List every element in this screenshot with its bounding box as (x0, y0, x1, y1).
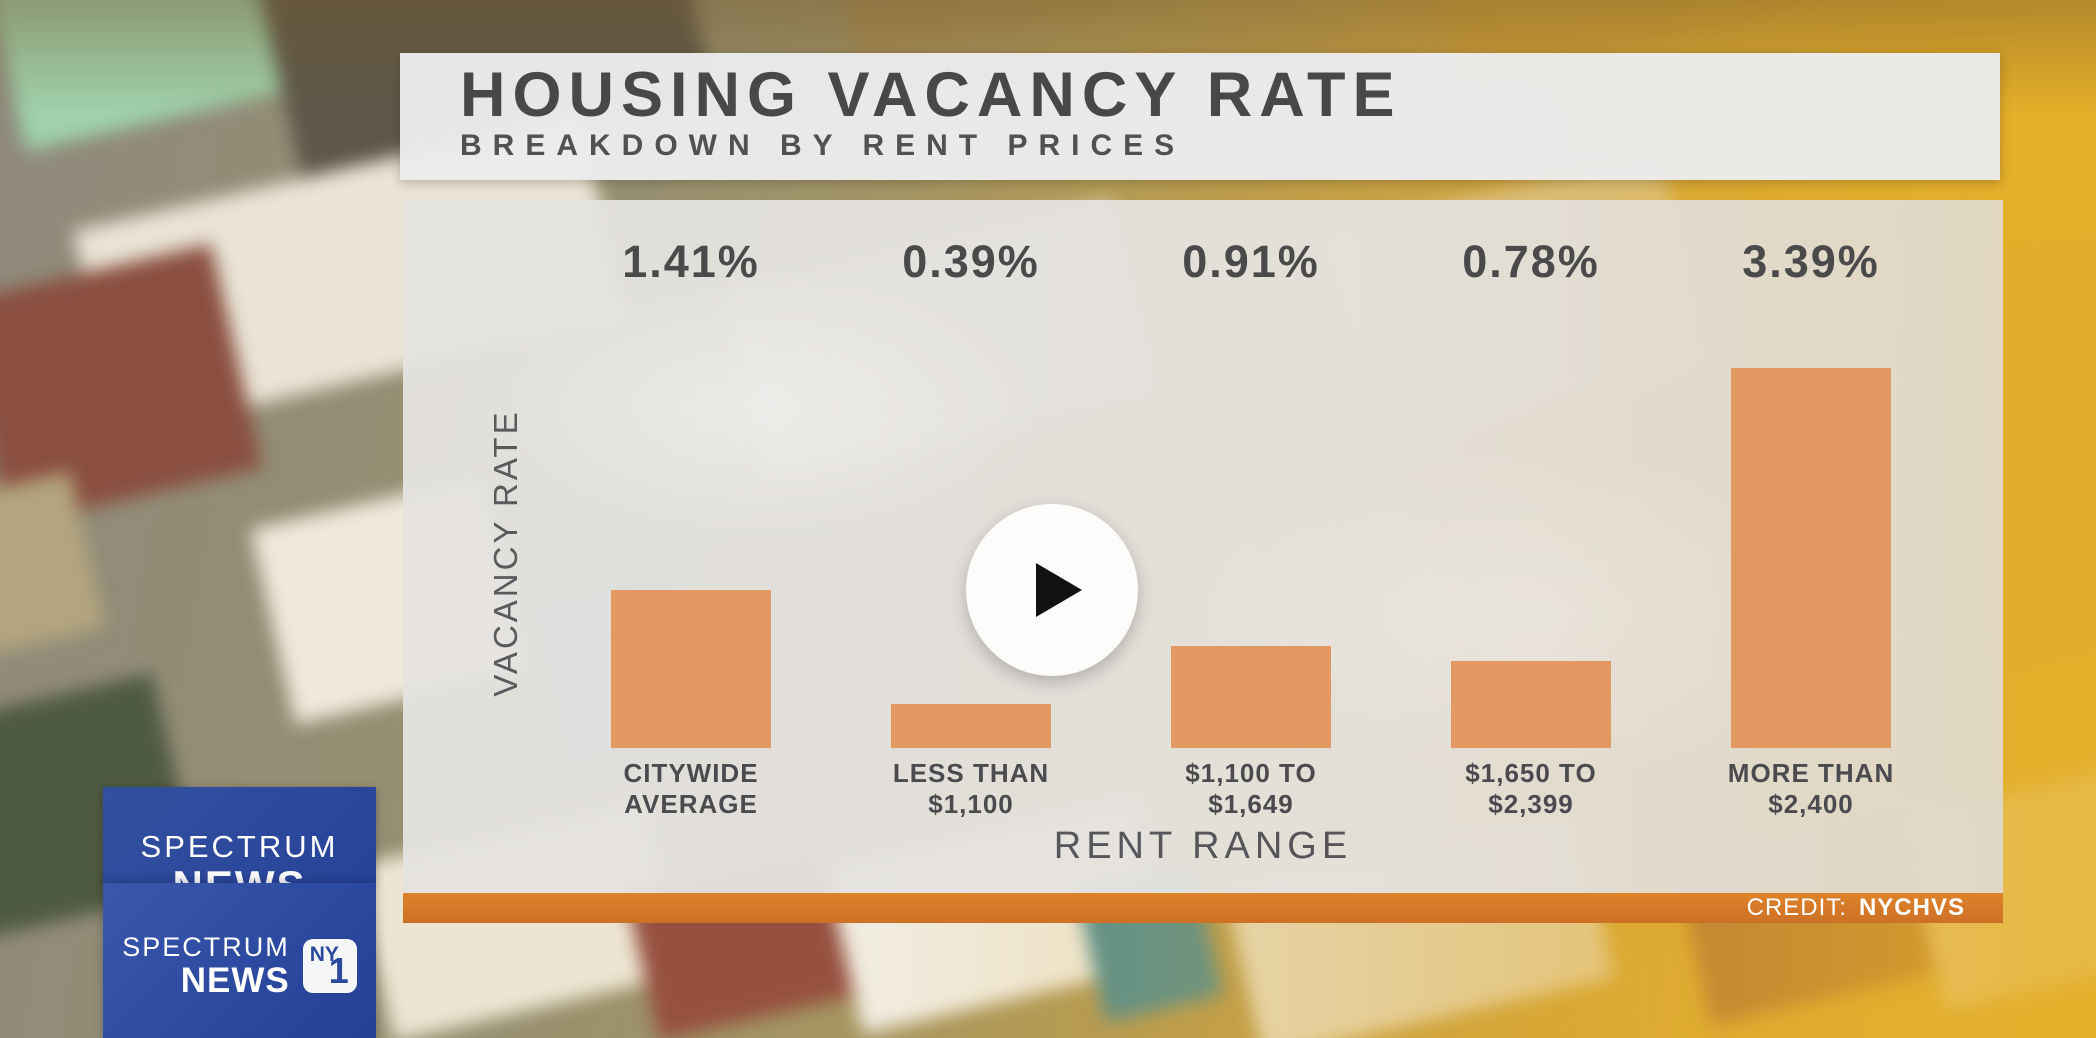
play-icon (1036, 563, 1082, 617)
bar-less-than-1100 (891, 704, 1051, 748)
watermark-brand-text: SPECTRUM (122, 931, 290, 962)
ny1-logo-ny: NY (309, 943, 339, 966)
category-label-line: $2,400 (1768, 789, 1854, 819)
watermark-brand-text: NEWS (180, 960, 290, 1000)
category-label-line: $1,100 TO (1185, 758, 1317, 788)
category-label: LESS THAN $1,100 (821, 758, 1121, 820)
ny1-logo: NY 1 (302, 939, 357, 993)
bar-more-than-2400 (1731, 368, 1891, 748)
category-label-line: LESS THAN (892, 758, 1050, 788)
spectrum-news-watermark-upper: SPECTRUM NEWS (103, 787, 376, 883)
bar-chart-panel: VACANCY RATE 1.41% 0.39% 0.91% 0.78% 3.3… (403, 200, 2003, 893)
category-label-line: $1,650 TO (1465, 758, 1597, 788)
spectrum-news-ny1-watermark: SPECTRUM NEWS NY 1 (103, 883, 376, 1038)
category-label-line: $1,100 (928, 789, 1014, 819)
bar-1100-to-1649 (1171, 646, 1331, 748)
category-label-line: AVERAGE (624, 789, 758, 819)
category-label: $1,650 TO $2,399 (1381, 758, 1681, 820)
category-label: MORE THAN $2,400 (1661, 758, 1961, 820)
bar-value-label: 0.78% (1462, 236, 1600, 287)
category-label-line: MORE THAN (1727, 758, 1895, 788)
category-label: CITYWIDE AVERAGE (541, 758, 841, 820)
x-axis-label: RENT RANGE (1053, 825, 1353, 867)
bar-value-label: 0.91% (1182, 236, 1320, 287)
category-label-line: $2,399 (1488, 789, 1574, 819)
category-label-line: CITYWIDE (623, 758, 759, 788)
bar-value-label: 3.39% (1742, 236, 1880, 287)
credit-label: CREDIT: (1746, 894, 1847, 921)
credit-source: NYCHVS (1858, 894, 1965, 921)
bar-value-label: 1.41% (622, 236, 760, 287)
bar-value-label: 0.39% (902, 236, 1040, 287)
chart-title: HOUSING VACANCY RATE (460, 60, 1402, 130)
y-axis-label: VACANCY RATE (487, 409, 524, 697)
watermark-brand-text: SPECTRUM (140, 829, 339, 864)
play-button[interactable] (966, 504, 1138, 676)
category-label: $1,100 TO $1,649 (1101, 758, 1401, 820)
category-label-line: $1,649 (1208, 789, 1294, 819)
bar-citywide-average (611, 590, 771, 748)
watermark-brand-text: NEWS (103, 862, 376, 883)
ny1-logo-one: 1 (328, 950, 349, 991)
chart-title-banner: HOUSING VACANCY RATE BREAKDOWN BY RENT P… (400, 53, 2000, 180)
credit-bar: CREDIT: NYCHVS (403, 893, 2003, 923)
bar-1650-to-2399 (1451, 661, 1611, 748)
chart-subtitle: BREAKDOWN BY RENT PRICES (460, 129, 1186, 162)
